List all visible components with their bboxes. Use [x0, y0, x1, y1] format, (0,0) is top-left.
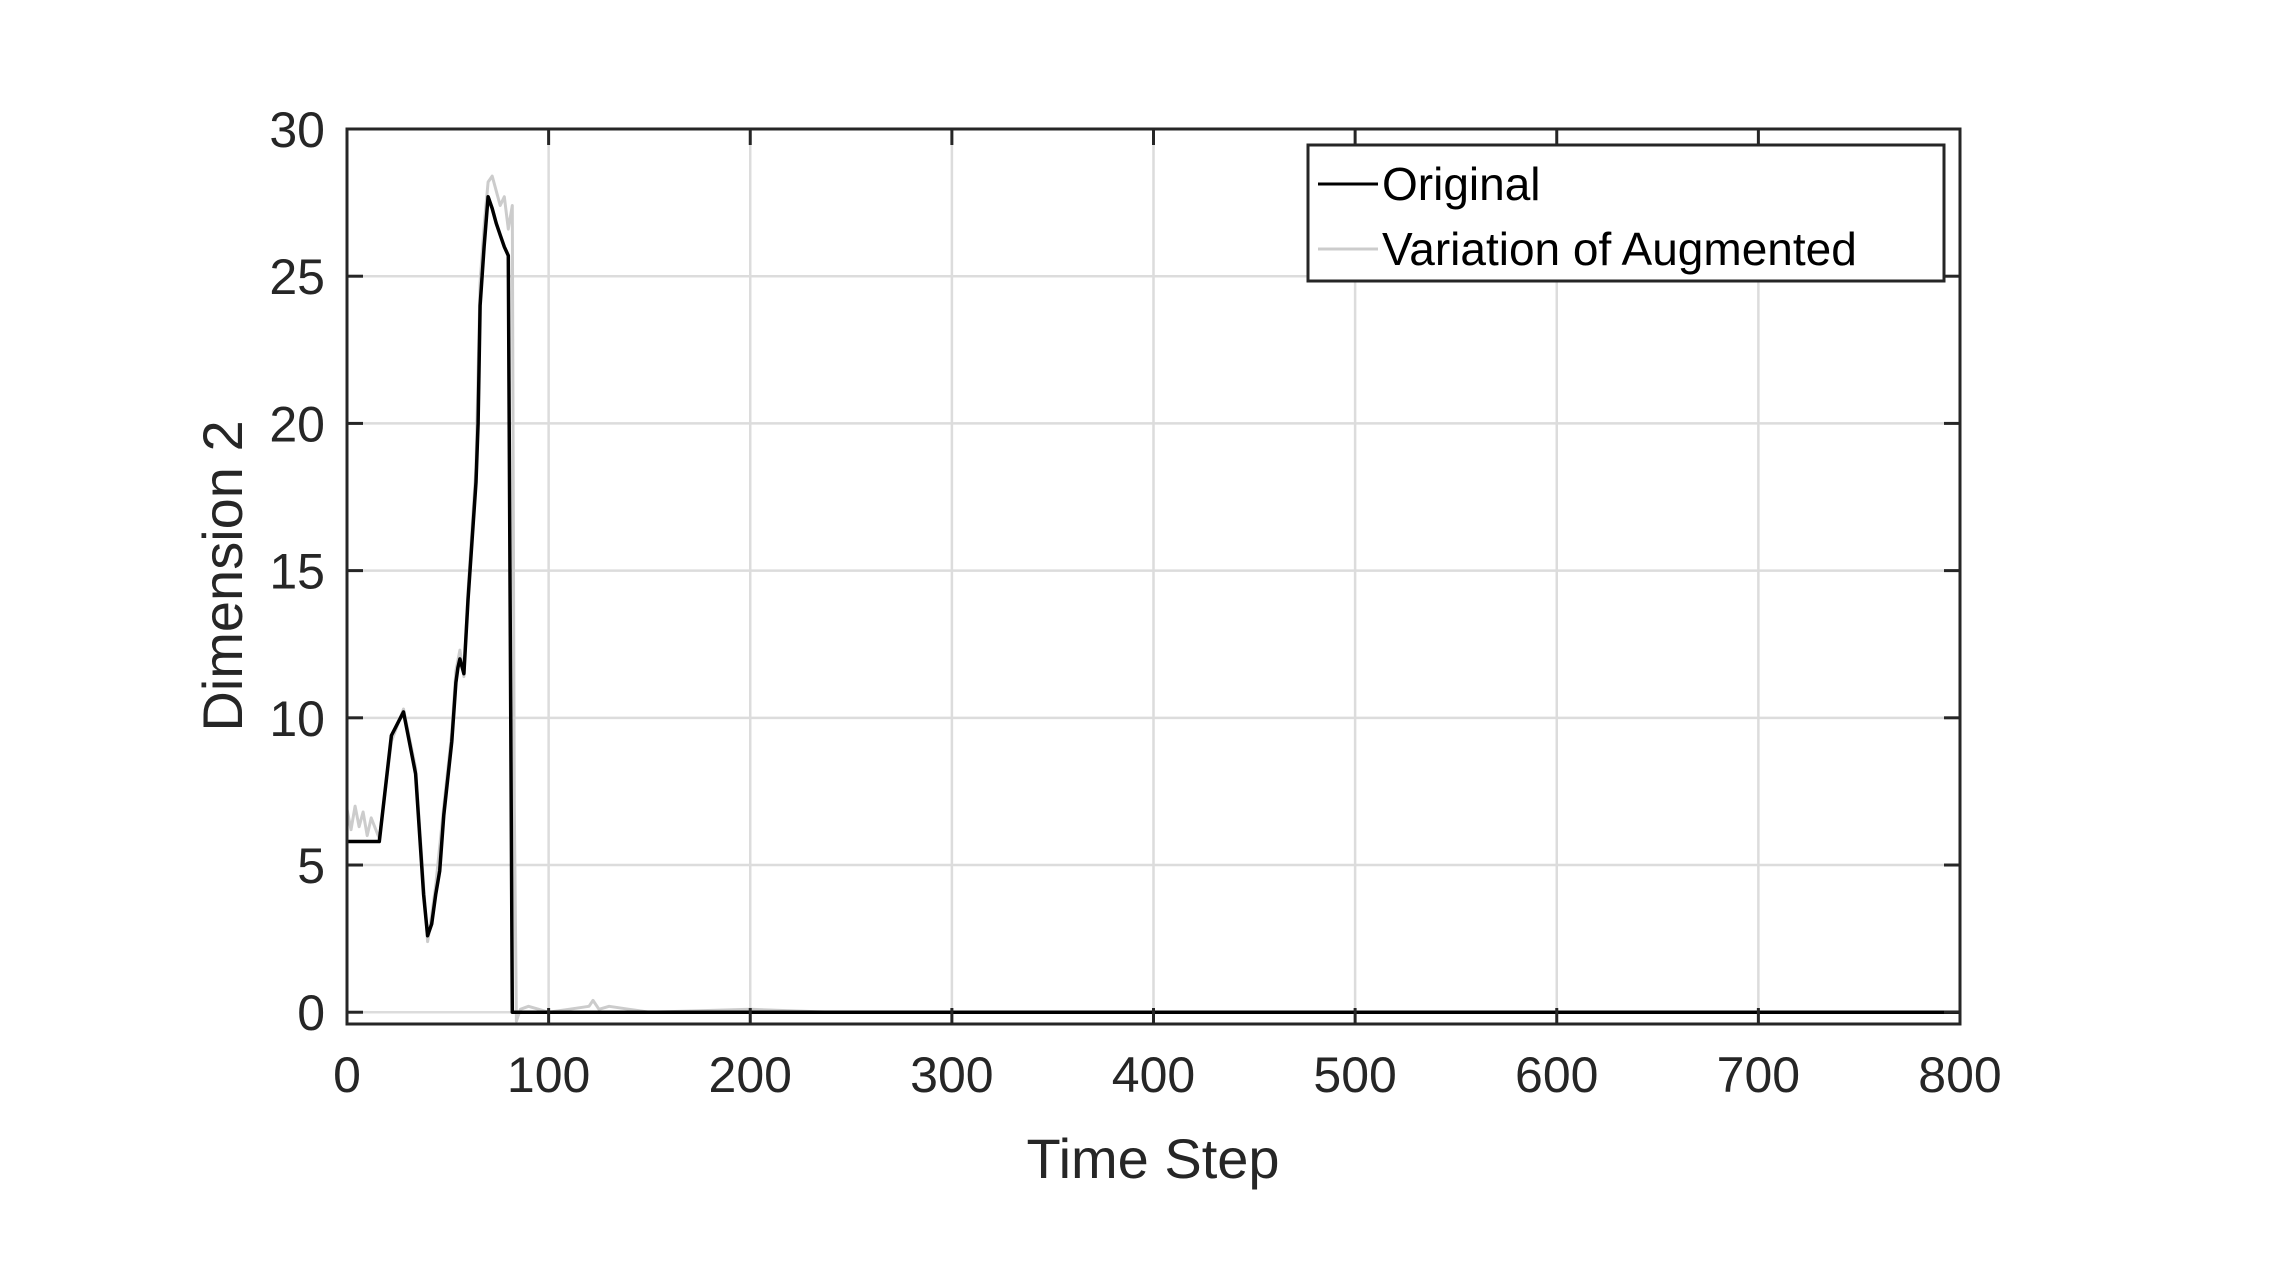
y-tick-label-5: 5	[297, 838, 325, 894]
x-tick-label-400: 400	[1112, 1047, 1195, 1103]
axes	[345, 127, 1962, 1026]
legend-label-original: Original	[1382, 158, 1541, 210]
legend: Original Variation of Augmented	[1306, 143, 1946, 283]
legend-box	[1306, 143, 1946, 283]
series-line-original	[347, 194, 1960, 1014]
x-axis-label: Time Step	[1026, 1127, 1279, 1190]
y-tick-label-15: 15	[269, 544, 325, 600]
x-tick-label-500: 500	[1313, 1047, 1396, 1103]
x-tick-label-600: 600	[1515, 1047, 1598, 1103]
tick-labels: 0 100 200 300 400 500 600 700 800 0 5 10 15 20 25 30	[269, 102, 2001, 1103]
x-tick-label-200: 200	[709, 1047, 792, 1103]
x-tick-label-800: 800	[1918, 1047, 2001, 1103]
x-tick-label-100: 100	[507, 1047, 590, 1103]
y-tick-label-25: 25	[269, 249, 325, 305]
x-tick-label-300: 300	[910, 1047, 993, 1103]
y-axis-label: Dimension 2	[191, 420, 254, 731]
legend-label-augmented: Variation of Augmented	[1382, 223, 1857, 275]
y-tick-label-20: 20	[269, 396, 325, 452]
y-tick-label-10: 10	[269, 691, 325, 747]
x-tick-label-0: 0	[333, 1047, 361, 1103]
y-tick-label-30: 30	[269, 102, 325, 158]
y-tick-label-0: 0	[297, 985, 325, 1041]
series-layer	[345, 174, 1960, 1023]
x-tick-label-700: 700	[1717, 1047, 1800, 1103]
